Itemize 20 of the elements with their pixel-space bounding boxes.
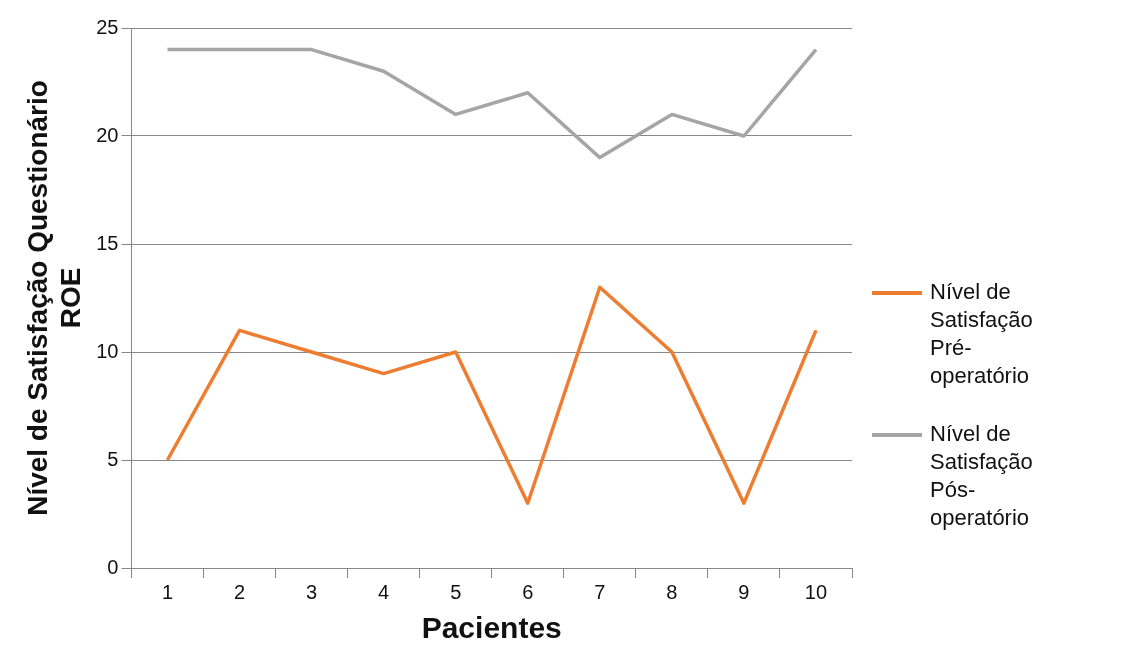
x-tick-label: 2 (233, 580, 246, 603)
y-axis-title: Nível de Satisfação Questionário ROE (21, 80, 87, 516)
x-tick-label: 1 (161, 580, 174, 603)
x-tick-label: 4 (378, 580, 390, 603)
y-tick-label: 15 (96, 231, 119, 254)
y-tick-label: 5 (107, 447, 119, 470)
x-tick-label: 3 (306, 580, 318, 603)
x-tick-label: 9 (738, 580, 750, 603)
x-tick-label: 7 (594, 580, 606, 603)
x-tick-label: 6 (522, 580, 534, 603)
y-tick-label: 0 (107, 555, 119, 578)
x-tick-label: 10 (804, 580, 828, 603)
y-tick-label: 10 (96, 339, 119, 362)
x-axis-title: Pacientes (421, 611, 562, 645)
y-tick-label: 20 (96, 123, 119, 146)
legend-label: Nível de Satisfação Pré-operatório (930, 278, 1034, 390)
y-tick-label: 25 (96, 15, 119, 38)
legend-label: Nível de Satisfação Pós-operatório (930, 420, 1034, 532)
x-tick-label: 5 (450, 580, 462, 603)
x-tick-label: 8 (666, 580, 678, 603)
